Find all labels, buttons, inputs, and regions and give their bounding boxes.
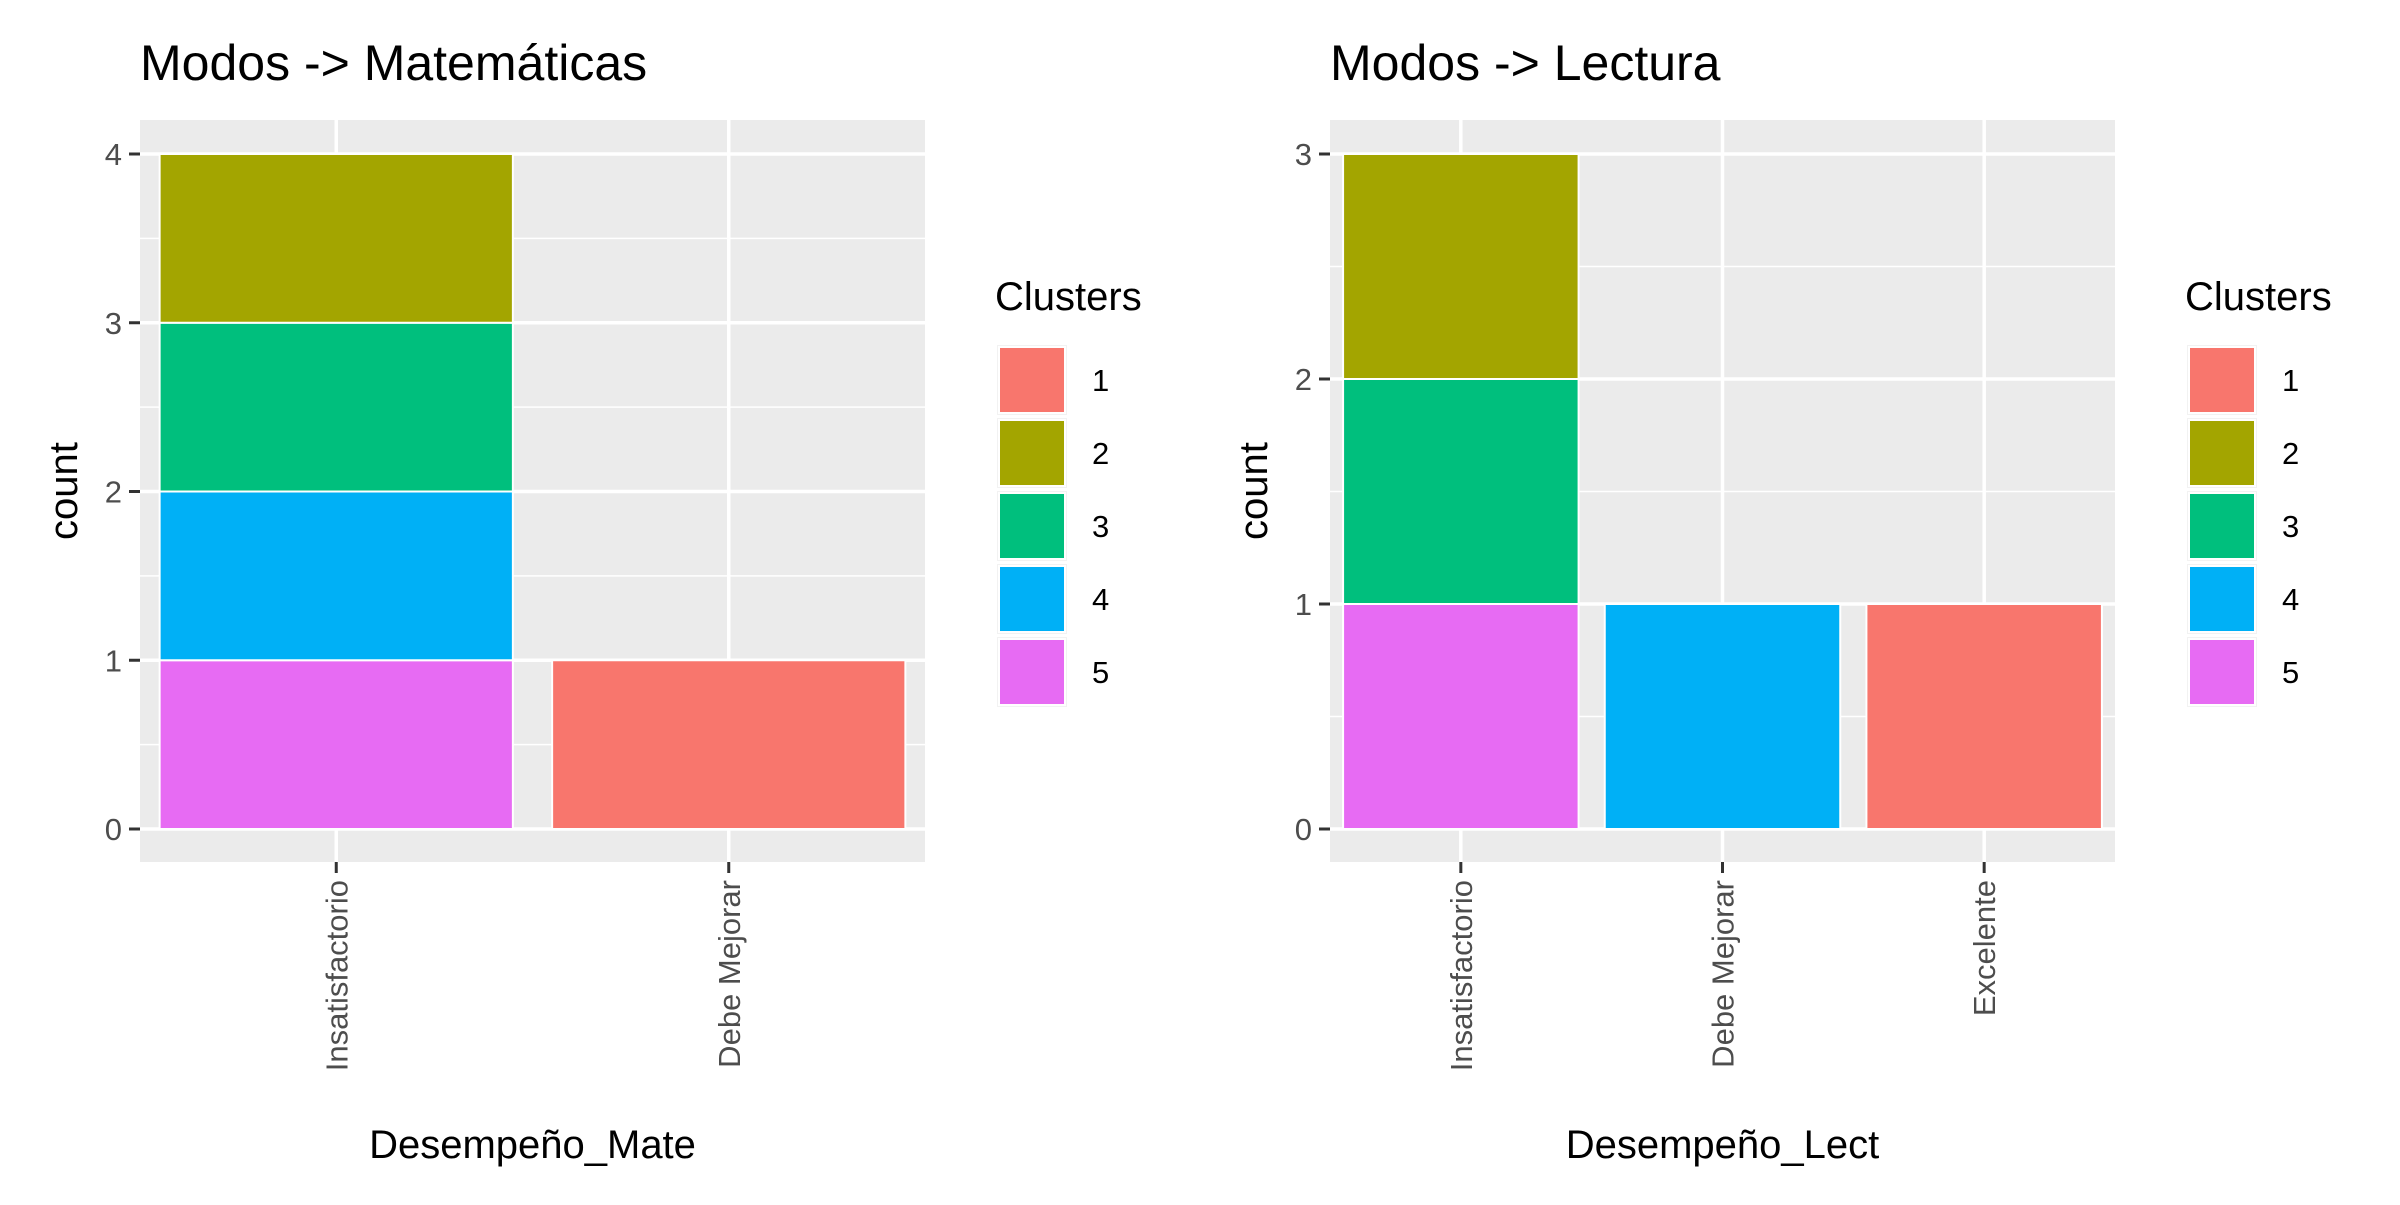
bar-segment [158,490,514,662]
y-axis-title: count [1232,442,1276,540]
legend-label: 2 [1092,436,1109,471]
x-tick-label: Debe Mejorar [1706,880,1741,1068]
bar-segment [158,153,514,324]
legend-swatch [998,492,1066,560]
legend-swatch [998,419,1066,487]
legend-label: 5 [2282,655,2299,690]
bar-segment [158,321,514,493]
x-tick-label: Debe Mejorar [712,880,747,1068]
legend-swatch [998,346,1066,414]
y-tick-label: 2 [1295,362,1312,397]
x-tick-label: Insatisfactorio [319,880,354,1071]
x-tick-label: Insatisfactorio [1444,880,1479,1071]
y-axis-title: count [42,442,86,540]
bar-segment [1342,603,1580,830]
bar-segment [1603,603,1842,830]
x-axis-title: Desempeño_Mate [369,1123,696,1167]
legend-label: 4 [1092,582,1109,617]
legend-label: 4 [2282,582,2299,617]
x-tick-label: Excelente [1967,880,2002,1016]
bar-segment [551,659,907,830]
legend-swatch [998,638,1066,706]
y-tick-label: 0 [105,812,122,847]
legend-title: Clusters [2185,275,2332,319]
legend-swatch [2188,419,2256,487]
y-tick-label: 1 [1295,587,1312,622]
x-axis-title: Desempeño_Lect [1566,1123,1880,1167]
legend-label: 3 [2282,509,2299,544]
bar-segment [1865,603,2103,830]
y-tick-label: 0 [1295,812,1312,847]
bar-segment [1342,153,1580,380]
chart-panel-1: Modos -> Matemáticas 0 1 2 3 4 Insatisfactorio… [42,35,1142,1167]
bar-segment [158,659,514,830]
legend-swatch [2188,565,2256,633]
y-tick-label: 2 [105,475,122,510]
legend-swatch [2188,492,2256,560]
legend-label: 2 [2282,436,2299,471]
y-tick-label: 4 [105,137,122,172]
legend-title: Clusters [995,275,1142,319]
legend-label: 1 [2282,363,2299,398]
legend-swatch [2188,346,2256,414]
chart-panel-2: Modos -> Lectura 0 1 2 3 Insatisfactorio Debe … [1232,35,2332,1167]
legend: Clusters 1 2 3 4 5 [995,275,1142,707]
y-tick-label: 3 [105,306,122,341]
y-tick-label: 1 [105,643,122,678]
chart-title: Modos -> Lectura [1330,35,1721,91]
y-tick-label: 3 [1295,137,1312,172]
legend-label: 1 [1092,363,1109,398]
legend: Clusters 1 2 3 4 5 [2185,275,2332,707]
bar-segment [1342,378,1580,605]
chart-title: Modos -> Matemáticas [140,35,647,91]
legend-label: 5 [1092,655,1109,690]
legend-swatch [998,565,1066,633]
legend-label: 3 [1092,509,1109,544]
legend-swatch [2188,638,2256,706]
